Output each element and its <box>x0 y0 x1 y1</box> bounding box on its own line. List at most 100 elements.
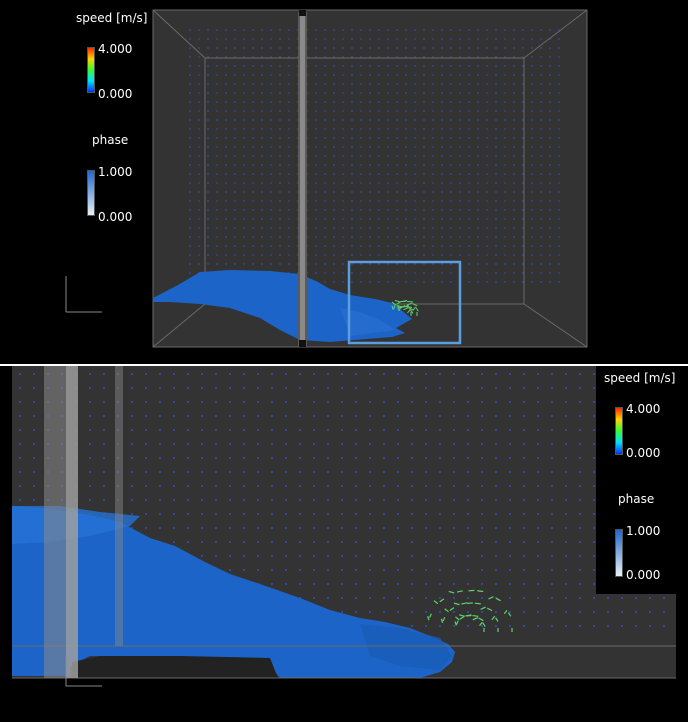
vector-glyph <box>540 155 542 157</box>
vector-glyph <box>252 254 254 256</box>
vector-glyph <box>405 236 407 238</box>
vector-glyph <box>200 442 204 446</box>
velocity-arrow <box>459 615 465 620</box>
vector-glyph <box>522 281 524 283</box>
vector-glyph <box>378 29 380 31</box>
vector-glyph <box>288 200 290 202</box>
vector-glyph <box>468 119 470 121</box>
vector-glyph <box>243 218 245 220</box>
vector-glyph <box>504 209 506 211</box>
vector-glyph <box>279 245 281 247</box>
vector-glyph <box>405 272 407 274</box>
vector-glyph <box>172 414 176 418</box>
zoomed-scene <box>12 366 676 687</box>
vector-glyph <box>477 137 479 139</box>
vector-glyph <box>531 92 533 94</box>
vector-glyph <box>342 191 344 193</box>
velocity-arrow <box>403 305 409 308</box>
vector-glyph <box>536 568 540 572</box>
vector-glyph <box>189 110 191 112</box>
vector-glyph <box>540 263 542 265</box>
vector-glyph <box>351 191 353 193</box>
vector-glyph <box>480 512 484 516</box>
vector-glyph <box>531 227 533 229</box>
vector-glyph <box>531 272 533 274</box>
vector-glyph <box>225 47 227 49</box>
vector-glyph <box>424 442 428 446</box>
vector-glyph <box>423 137 425 139</box>
vector-glyph <box>438 498 442 502</box>
vector-glyph <box>438 484 442 488</box>
vector-glyph <box>354 386 358 390</box>
vector-glyph <box>495 263 497 265</box>
vector-glyph <box>32 386 36 390</box>
vector-glyph <box>207 101 209 103</box>
vector-glyph <box>315 254 317 256</box>
vector-glyph <box>536 428 540 432</box>
vector-glyph <box>102 372 106 376</box>
vector-glyph <box>558 164 560 166</box>
vector-glyph <box>270 155 272 157</box>
vector-glyph <box>214 484 218 488</box>
vector-glyph <box>468 218 470 220</box>
vector-glyph <box>382 610 386 614</box>
vector-glyph <box>116 428 120 432</box>
vector-glyph <box>396 164 398 166</box>
vector-glyph <box>564 484 568 488</box>
vector-glyph <box>550 554 554 558</box>
vector-glyph <box>225 263 227 265</box>
vector-glyph <box>432 245 434 247</box>
vector-glyph <box>378 65 380 67</box>
vector-glyph <box>288 155 290 157</box>
vector-glyph <box>504 263 506 265</box>
vector-glyph <box>333 101 335 103</box>
velocity-arrow <box>454 621 457 626</box>
vector-glyph <box>315 92 317 94</box>
vector-glyph <box>531 164 533 166</box>
vector-glyph <box>550 456 554 460</box>
vector-glyph <box>513 182 515 184</box>
vector-glyph <box>477 119 479 121</box>
vector-glyph <box>468 164 470 166</box>
vector-glyph <box>130 372 134 376</box>
vector-glyph <box>284 428 288 432</box>
vector-glyph <box>382 484 386 488</box>
vector-glyph <box>549 146 551 148</box>
vector-glyph <box>312 470 316 474</box>
vector-glyph <box>508 624 512 628</box>
vector-glyph <box>504 137 506 139</box>
vector-glyph <box>116 442 120 446</box>
vector-glyph <box>369 281 371 283</box>
vector-glyph <box>369 29 371 31</box>
vector-glyph <box>333 191 335 193</box>
vector-glyph <box>342 56 344 58</box>
vector-glyph <box>452 498 456 502</box>
vector-glyph <box>550 414 554 418</box>
vector-glyph <box>342 128 344 130</box>
vector-glyph <box>378 254 380 256</box>
vector-glyph <box>450 209 452 211</box>
vector-glyph <box>522 456 526 460</box>
vector-glyph <box>378 182 380 184</box>
vector-glyph <box>172 400 176 404</box>
vector-glyph <box>342 119 344 121</box>
vector-glyph <box>378 56 380 58</box>
vector-glyph <box>216 254 218 256</box>
vector-glyph <box>441 101 443 103</box>
vector-glyph <box>369 137 371 139</box>
vector-glyph <box>382 372 386 376</box>
vector-glyph <box>270 254 272 256</box>
vector-glyph <box>508 568 512 572</box>
vector-glyph <box>288 101 290 103</box>
velocity-arrow <box>482 622 486 627</box>
vector-glyph <box>432 263 434 265</box>
vector-glyph <box>360 254 362 256</box>
vector-glyph <box>466 554 470 558</box>
vector-glyph <box>382 526 386 530</box>
vector-glyph <box>234 83 236 85</box>
vector-glyph <box>558 191 560 193</box>
vector-glyph <box>513 200 515 202</box>
vector-glyph <box>558 182 560 184</box>
vector-glyph <box>270 209 272 211</box>
vector-glyph <box>536 498 540 502</box>
